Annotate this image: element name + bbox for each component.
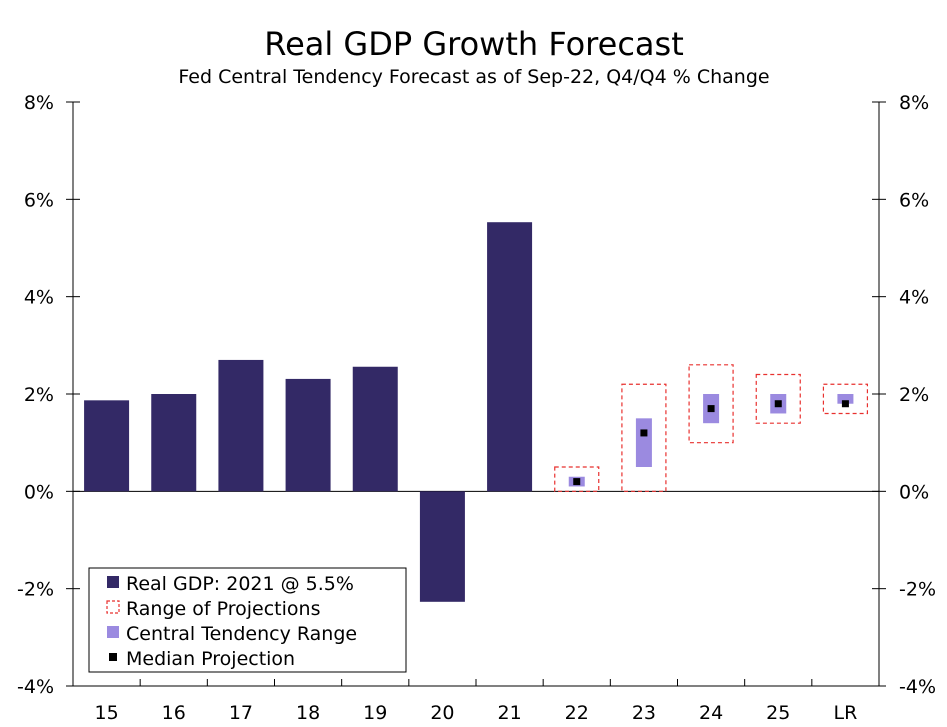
gdp-bar <box>218 359 264 492</box>
x-tick-label: 22 <box>565 702 589 724</box>
chart-subtitle: Fed Central Tendency Forecast as of Sep-… <box>178 66 769 88</box>
axes: 8% 8% 6% 6% 4% 4% 2% 2% 0% 0% -2% -2% -4% -4% <box>17 92 936 698</box>
x-tick-label: 25 <box>766 702 790 724</box>
y-tick-label-right: 0% <box>899 481 929 503</box>
x-tick-label: 15 <box>94 702 118 724</box>
x-tick-label: LR <box>834 702 858 724</box>
y-tick-label-right: 6% <box>899 189 929 211</box>
legend-swatch-gdp <box>107 576 119 588</box>
y-tick-label-left: -2% <box>17 579 54 601</box>
x-tick-label: 23 <box>632 702 656 724</box>
y-tick-label-right: 8% <box>899 92 929 114</box>
y-tick-label-right: -4% <box>899 676 936 698</box>
x-tick-label: 20 <box>430 702 454 724</box>
gdp-bar <box>151 394 197 492</box>
x-tick-label: 18 <box>296 702 320 724</box>
y-tick-label-right: 2% <box>899 384 929 406</box>
projection-range-box <box>554 466 600 492</box>
y-tick-label-right: -2% <box>899 579 936 601</box>
legend-swatch-median <box>109 653 117 661</box>
median-marker <box>573 478 581 486</box>
legend-box <box>88 567 407 673</box>
gdp-bar <box>84 400 130 492</box>
central-tendency-bar <box>635 418 652 467</box>
legend-label: Median Projection <box>126 648 295 670</box>
median-marker <box>640 429 648 437</box>
projection-range-box <box>621 383 667 492</box>
legend-label: Central Tendency Range <box>126 623 357 645</box>
gdp-bar <box>419 491 465 602</box>
y-tick-label-left: 8% <box>24 92 54 114</box>
data-marks <box>84 222 869 602</box>
x-tick-label: 24 <box>699 702 723 724</box>
x-tick-label: 19 <box>363 702 387 724</box>
gdp-bar <box>487 222 533 492</box>
central-tendency-bar <box>837 394 854 404</box>
legend: Real GDP: 2021 @ 5.5% Range of Projection… <box>88 567 407 673</box>
legend-swatch-central <box>107 626 119 638</box>
x-tick-label: 16 <box>162 702 186 724</box>
x-axis-ticks: 15 16 17 18 19 20 21 22 23 24 25 LR <box>94 679 857 724</box>
gdp-bar <box>352 366 398 492</box>
median-marker <box>707 405 715 413</box>
median-marker <box>841 400 849 408</box>
y-tick-label-left: 6% <box>24 189 54 211</box>
legend-label: Range of Projections <box>126 598 320 620</box>
x-tick-label: 21 <box>497 702 521 724</box>
y-tick-label-left: -4% <box>17 676 54 698</box>
projection-range-box <box>755 373 801 424</box>
projection-range-box <box>688 364 734 444</box>
y-tick-label-left: 0% <box>24 481 54 503</box>
legend-label: Real GDP: 2021 @ 5.5% <box>126 573 354 595</box>
projection-range-box <box>822 383 869 415</box>
x-tick-label: 17 <box>229 702 253 724</box>
y-tick-label-left: 4% <box>24 287 54 309</box>
chart-title: Real GDP Growth Forecast <box>264 25 683 63</box>
median-marker <box>774 400 782 408</box>
legend-swatch-range <box>106 600 120 614</box>
y-tick-label-right: 4% <box>899 287 929 309</box>
y-tick-label-left: 2% <box>24 384 54 406</box>
gdp-bar <box>285 378 331 492</box>
